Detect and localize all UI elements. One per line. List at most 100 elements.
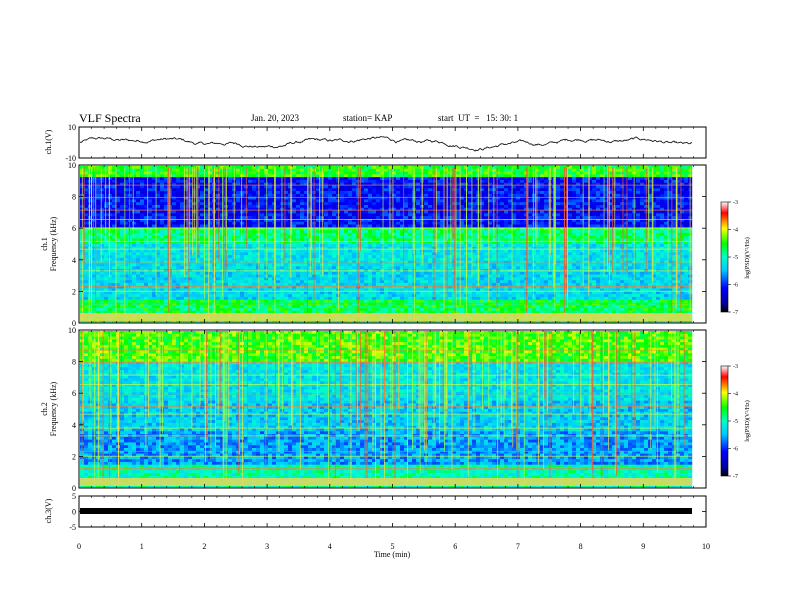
spectrogram-cell [172,193,177,197]
spectrogram-cell [372,168,377,172]
spectrogram-cell [612,202,617,206]
spectrogram-cell [364,230,369,234]
spectrogram-cell [428,168,433,172]
spectrogram-cell [556,218,561,223]
spectrogram-cell [236,255,241,259]
spectrogram-cell [156,196,161,200]
spectrogram-cell [328,168,333,172]
spectrogram-cell [204,174,209,178]
spectrogram-cell [664,193,669,197]
spectrogram-cell [320,246,325,250]
spectrogram-cell [376,246,381,250]
spectrogram-cell [400,210,405,214]
spectrogram-cell [296,185,301,189]
spectrogram-cell [116,166,121,170]
spectrogram-cell [568,232,573,236]
spectrogram-cell [92,188,97,192]
spectrogram-cell [236,188,241,192]
spectrogram-cell [652,168,657,172]
spectrogram-cell [588,168,593,172]
spectrogram-cell [580,213,585,217]
spectrogram-cell [676,199,681,203]
spectrogram-cell [364,191,369,195]
spectrogram-cell [276,224,281,228]
spectrogram-cell [248,168,253,172]
spectrogram-cell [284,202,289,206]
spectrogram-cell [132,191,137,195]
spectrogram-cell [568,179,573,184]
spectrogram-cell [268,210,273,214]
spectrogram-cell [508,188,513,192]
spectrogram-cell [144,177,149,181]
spectrogram-cell [612,244,617,248]
spectrogram-cell [136,166,141,170]
spectrogram-cell [528,188,533,192]
spectrogram-cell [576,166,581,170]
spectrogram-cell [92,196,97,200]
spectrogram-cell [556,188,561,192]
spectrogram-cell [204,221,209,225]
spectrogram-cell [668,216,673,220]
spectrogram-cell [208,235,213,239]
spectrogram-cell [84,171,89,175]
spectrogram-cell [568,185,573,189]
spectrogram-cell [628,177,633,181]
spectrogram-cell [288,171,293,175]
spectrogram-cell [276,221,281,225]
spectrogram-cell [612,207,617,211]
spectrogram-cell [120,202,125,206]
spectrogram-cell [628,244,633,248]
spectrogram-cell [252,196,257,200]
spectrogram-cell [592,202,597,206]
spectrogram-cell [184,168,189,172]
spectrogram-cell [380,205,385,209]
spectrogram-cell [316,230,321,234]
spectrogram-cell [240,221,245,225]
spectrogram-cell [584,196,589,200]
spectrogram-cell [372,177,377,181]
spectrogram-cell [676,179,681,184]
spectrogram-cell [300,193,305,197]
spectrogram-cell [456,168,461,172]
spectrogram-cell [316,166,321,170]
spectrogram-cell [184,244,189,248]
spectrogram-cell [116,230,121,234]
spectrogram-cell [556,249,561,253]
spectrogram-cell [240,171,245,175]
spectrogram-cell [384,232,389,236]
spectrogram-cell [228,168,233,172]
spectrogram-cell [648,252,653,256]
spectrogram-cell [652,196,657,200]
spectrogram-cell [520,168,525,172]
spectrogram-cell [628,218,633,223]
spectrogram-cell [604,232,609,236]
spectrogram-cell [588,249,593,253]
spectrogram-cell [560,174,565,178]
spectrogram-cell [576,232,581,236]
spectrogram-cell [604,202,609,206]
spectrogram-cell [392,244,397,248]
spectrogram-cell [500,221,505,225]
spectrogram-cell [160,249,165,253]
spectrogram-cell [108,166,113,170]
spectrogram-cell [136,255,141,259]
spectrogram-cell [164,205,169,209]
spectrogram-cell [284,232,289,236]
spectrogram-cell [548,232,553,236]
spectrogram-cell [560,202,565,206]
spectrogram-cell [628,238,633,242]
spectrogram-cell [612,171,617,175]
spectrogram-cell [132,255,137,259]
spectrogram-cell [216,232,221,236]
spectrogram-cell [568,224,573,228]
spectrogram-cell [456,166,461,170]
spectrogram-cell [468,235,473,239]
spectrogram-cell [556,213,561,217]
spectrogram-cell [424,196,429,200]
spectrogram-cell [480,224,485,228]
spectrogram-cell [268,244,273,248]
spectrogram-cell [304,207,309,211]
spectrogram-cell [408,185,413,189]
spectrogram-cell [544,221,549,225]
spectrogram-cell [668,179,673,184]
